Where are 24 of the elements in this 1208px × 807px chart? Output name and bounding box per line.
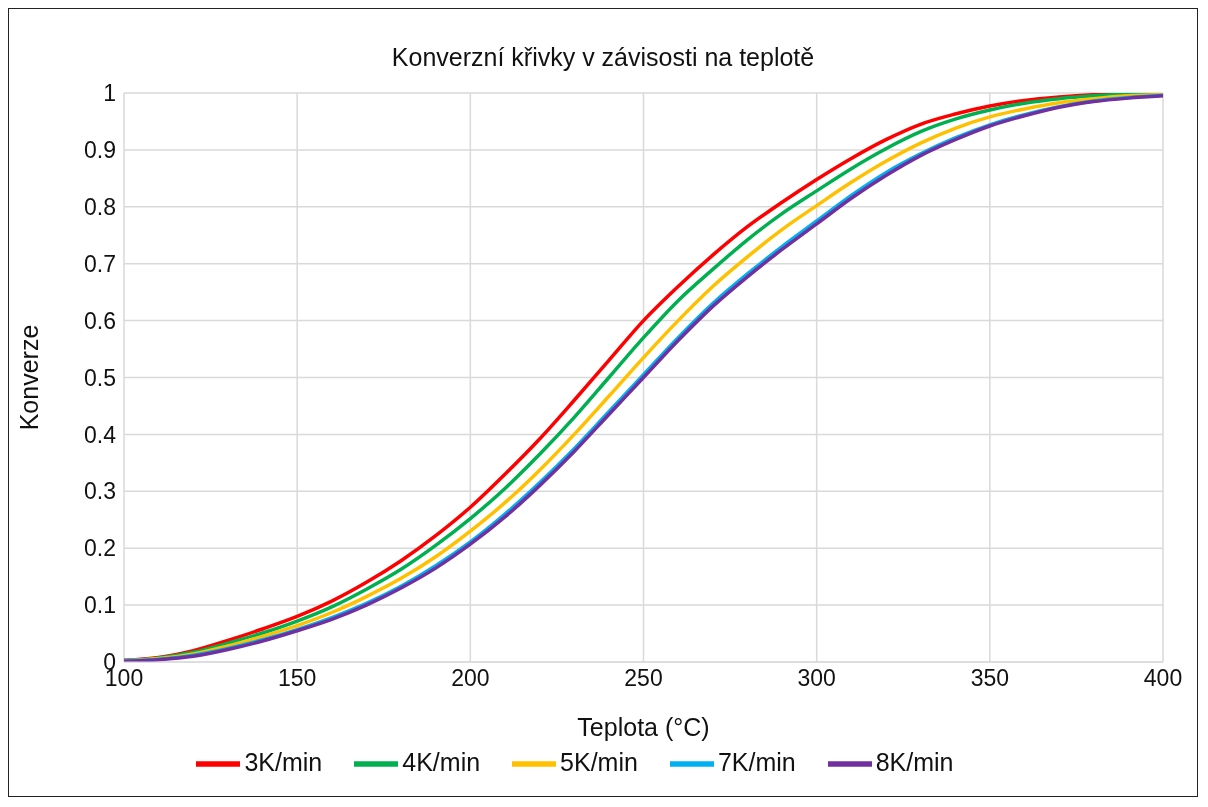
- y-tick-label: 0.6: [84, 307, 116, 334]
- y-tick-label: 0.1: [84, 592, 116, 619]
- y-tick-label: 0.3: [84, 478, 116, 505]
- x-tick-label: 200: [451, 665, 490, 692]
- legend-label: 5K/min: [560, 747, 638, 776]
- chart-title: Konverzní křivky v závisosti na teplotě: [390, 43, 816, 72]
- x-tick-label: 250: [624, 665, 663, 692]
- y-tick-label: 0.5: [84, 364, 116, 391]
- legend-label: 8K/min: [875, 747, 954, 776]
- y-tick-label: 0.8: [84, 193, 116, 220]
- x-tick-label: 400: [1143, 665, 1183, 692]
- x-tick-label: 350: [970, 665, 1010, 692]
- y-tick-label: 0.7: [84, 250, 116, 277]
- legend-label: 7K/min: [717, 747, 796, 776]
- y-tick-label: 1: [103, 80, 116, 107]
- y-tick-label: 0.2: [84, 535, 116, 562]
- x-tick-label: 300: [797, 665, 836, 692]
- y-tick-label: 0.4: [84, 421, 117, 448]
- y-axis-title: Konverze: [14, 324, 43, 431]
- y-tick-label: 0.9: [84, 137, 116, 164]
- legend-label: 3K/min: [244, 747, 323, 776]
- x-tick-label: 150: [277, 665, 317, 692]
- x-axis-title: Teplota (°C): [577, 713, 710, 741]
- legend-label: 4K/min: [402, 747, 481, 776]
